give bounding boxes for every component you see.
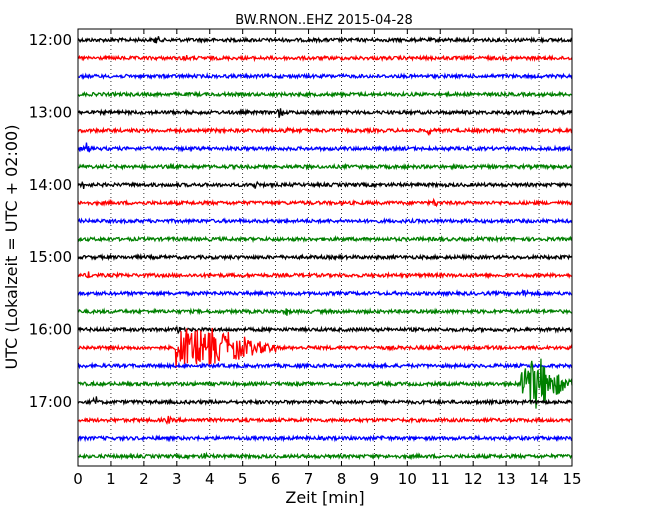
trace-line [77, 162, 573, 171]
x-tick-label: 14 [530, 470, 549, 488]
trace-line [77, 35, 573, 44]
y-axis-label: UTC (Lokalzeit = UTC + 02:00) [2, 125, 21, 370]
x-tick-label: 3 [172, 470, 182, 488]
trace-line [77, 108, 573, 118]
y-tick-label: 14:00 [29, 176, 72, 194]
x-tick-label: 0 [73, 470, 83, 488]
x-tick-label: 8 [337, 470, 347, 488]
y-tick-label: 17:00 [29, 393, 72, 411]
grid-lines [110, 29, 540, 466]
trace-line [77, 126, 573, 137]
trace-line [77, 325, 573, 335]
trace-line [77, 252, 573, 262]
x-tick-label: 6 [271, 470, 281, 488]
trace-line [77, 327, 573, 369]
trace-line [77, 142, 573, 153]
x-tick-label: 9 [370, 470, 380, 488]
trace-line [77, 217, 573, 226]
x-tick-label: 13 [497, 470, 516, 488]
y-tick-label: 12:00 [29, 31, 72, 49]
y-tick-label: 13:00 [29, 103, 72, 121]
trace-line [77, 53, 573, 63]
x-tick-label: 15 [562, 470, 581, 488]
trace-line [77, 288, 573, 298]
x-tick-label: 10 [398, 470, 417, 488]
x-tick-label: 4 [205, 470, 215, 488]
x-axis: 0 1 2 3 4 5 6 7 8 9 10 11 12 13 14 15 [73, 29, 582, 488]
trace-line [77, 307, 573, 316]
trace-line [77, 180, 573, 190]
trace-line [77, 358, 573, 409]
trace-line [77, 271, 573, 280]
trace-line [77, 451, 573, 461]
trace-line [77, 396, 573, 407]
x-tick-label: 2 [139, 470, 149, 488]
y-axis: 12:00 13:00 14:00 15:00 16:00 17:00 [29, 31, 572, 411]
trace-line [77, 415, 573, 426]
x-tick-label: 12 [464, 470, 483, 488]
trace-line [77, 361, 573, 370]
x-tick-label: 5 [238, 470, 248, 488]
trace-line [77, 197, 573, 208]
trace-line [77, 72, 573, 81]
chart-title: BW.RNON..EHZ 2015-04-28 [235, 13, 413, 28]
plot-frame [77, 28, 573, 467]
y-tick-label: 15:00 [29, 248, 72, 266]
x-axis-label: Zeit [min] [285, 488, 364, 507]
x-tick-label: 11 [431, 470, 450, 488]
x-tick-label: 1 [106, 470, 116, 488]
trace-lines [77, 35, 573, 461]
trace-line [77, 90, 573, 99]
trace-line [77, 234, 573, 244]
trace-line [77, 434, 573, 443]
y-tick-label: 16:00 [29, 321, 72, 339]
x-tick-label: 7 [304, 470, 314, 488]
